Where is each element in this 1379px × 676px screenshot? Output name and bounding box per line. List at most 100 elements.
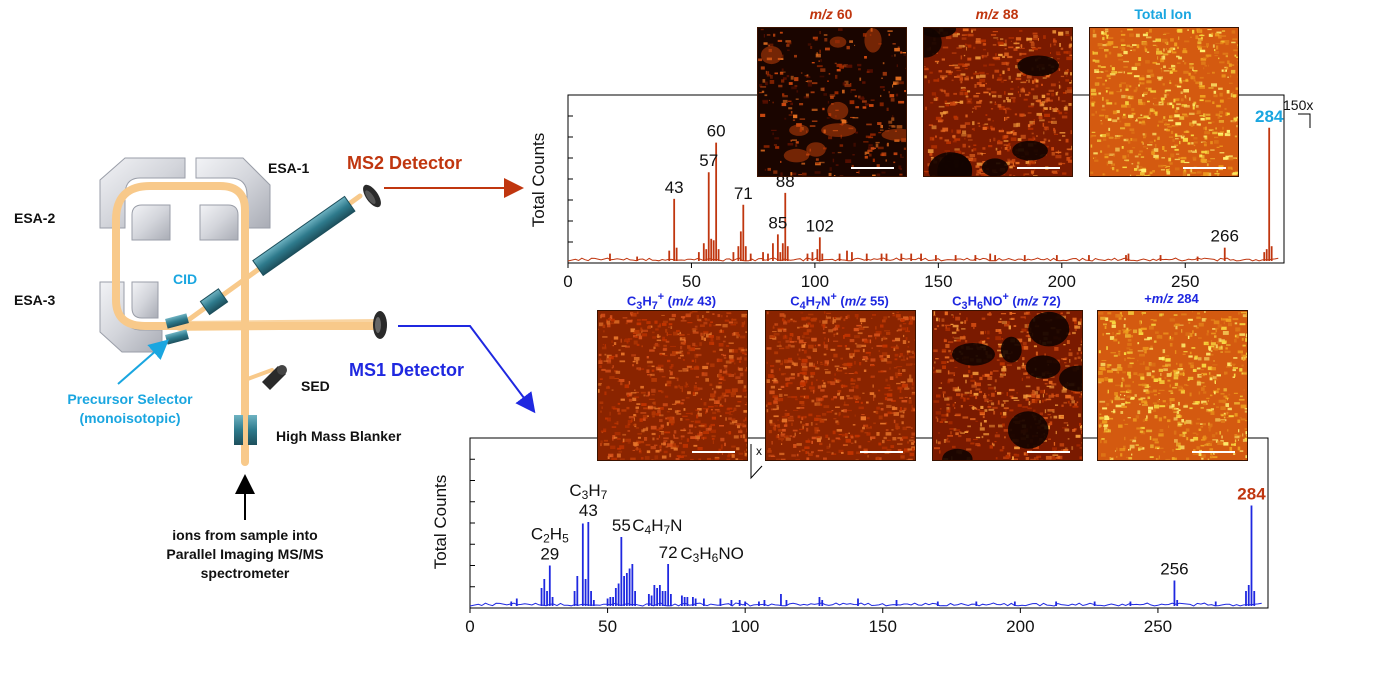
image-pixel [674,385,678,389]
image-pixel [1023,372,1028,375]
image-pixel [1158,368,1163,372]
image-pixel [1184,421,1186,425]
image-pixel [764,168,767,171]
image-pixel [1162,53,1169,56]
image-pixel [1194,141,1198,144]
image-pixel [1065,30,1069,35]
image-pixel [870,133,876,136]
image-pixel [1204,126,1207,131]
image-pixel [850,116,855,118]
image-pixel [673,447,678,451]
image-pixel [685,418,690,421]
image-pixel [1036,394,1040,399]
image-pixel [702,315,704,318]
image-pixel [1105,79,1107,82]
image-pixel [774,351,779,355]
image-pixel [621,345,627,347]
image-pixel [1080,344,1082,346]
image-pixel [823,395,828,398]
image-pixel [1216,146,1220,148]
image-pixel [1030,46,1036,49]
image-pixel [1227,76,1229,78]
image-pixel [1205,99,1211,103]
image-pixel [1139,353,1145,357]
image-pixel [1132,44,1137,46]
image-pixel [637,436,641,439]
image-pixel [945,36,952,40]
image-pixel [1157,136,1160,140]
image-pixel [1138,99,1143,103]
image-pixel [598,383,602,386]
image-pixel [744,404,747,406]
image-pixel [847,397,853,400]
image-pixel [825,47,830,51]
image-pixel [765,70,768,75]
image-pixel [1063,422,1069,424]
image-pixel [622,438,625,442]
image-pixel [606,320,611,325]
image-pixel [964,340,968,343]
image-pixel [792,333,794,337]
image-pixel [1105,34,1109,36]
image-pixel [1144,338,1150,341]
image-pixel [833,418,837,420]
image-pixel [1119,120,1122,123]
image-pixel [996,38,999,41]
image-pixel [957,386,959,390]
image-pixel [1117,364,1122,368]
image-pixel [786,44,790,47]
image-pixel [1178,409,1181,411]
image-pixel [849,356,853,359]
image-pixel [981,317,986,320]
image-pixel [641,319,648,321]
image-pixel [1224,107,1227,110]
image-pixel [964,391,970,394]
image-pixel [854,44,856,46]
image-pixel [814,344,816,347]
image-pixel [1145,419,1148,422]
image-pixel [647,406,650,409]
image-pixel [823,457,827,460]
image-pixel [1137,350,1144,352]
image-pixel [719,403,722,406]
image-pixel [1237,44,1238,49]
image-pixel [1181,343,1186,348]
image-pixel [1130,138,1133,141]
image-pixel [1219,115,1223,118]
image-pixel [1212,131,1218,135]
image-pixel [805,337,810,339]
image-pixel [870,436,876,439]
image-pixel [1108,136,1113,139]
image-pixel [812,348,817,352]
image-pixel [781,433,786,435]
image-pixel [736,395,742,398]
image-pixel [876,173,881,176]
image-pixel [875,143,879,148]
image-pixel [1170,153,1175,158]
image-pixel [1227,429,1229,432]
image-pixel [1120,82,1126,85]
image-pixel [954,101,961,103]
image-pixel [1171,449,1174,452]
image-pixel [1199,81,1203,86]
image-pixel [967,90,971,93]
image-pixel [1121,104,1127,108]
image-pixel [905,451,910,453]
image-pixel [1118,350,1121,353]
image-pixel [782,335,788,340]
image-pixel [783,359,789,364]
image-pixel [965,75,969,77]
image-pixel [1052,454,1059,456]
image-pixel [1192,150,1197,153]
image-pixel [1062,427,1068,429]
image-pixel [1169,80,1171,83]
image-pixel [954,388,961,392]
image-pixel [1000,130,1004,132]
image-pixel [787,319,790,323]
image-pixel [632,364,634,367]
image-pixel [1153,104,1159,106]
image-pixel [811,108,818,111]
image-pixel [1181,419,1184,423]
image-pixel [1141,168,1147,173]
image-pixel [893,367,898,369]
